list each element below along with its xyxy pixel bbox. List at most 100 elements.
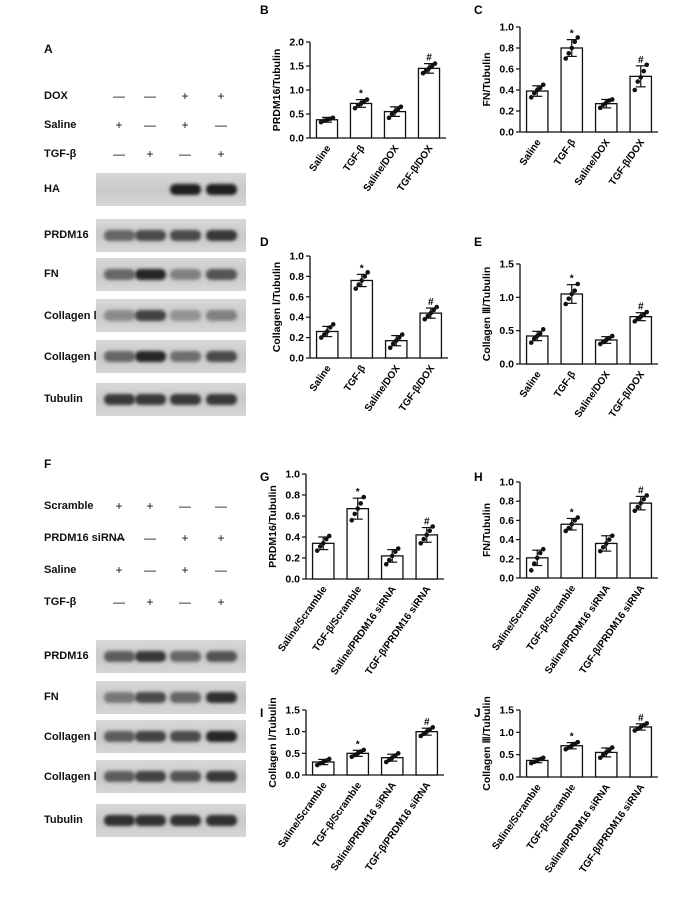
category-label: Saline/DOX (363, 363, 403, 414)
panel-letter: H (474, 470, 483, 484)
y-tick-label: 0.0 (285, 574, 300, 586)
data-point (534, 555, 540, 561)
treatment-sign: + (146, 499, 154, 513)
data-point (418, 541, 424, 546)
data-point (361, 494, 367, 500)
blot-band (135, 230, 166, 241)
bar (560, 47, 584, 133)
treatment-sign: — (113, 147, 125, 161)
blot-band (206, 310, 237, 321)
bar (629, 726, 653, 778)
blot-band (170, 771, 201, 782)
treatment-sign: + (146, 147, 154, 161)
data-point (566, 50, 572, 56)
y-tick-label: 0.5 (499, 325, 514, 337)
treatment-sign: — (144, 531, 156, 545)
data-point (393, 338, 399, 343)
panel-letter-f: F (44, 457, 52, 471)
significance-marker: # (638, 485, 644, 496)
data-point (528, 340, 534, 345)
data-point (632, 508, 638, 514)
data-point (434, 304, 440, 310)
data-point (537, 331, 543, 336)
blot-band (170, 230, 201, 241)
treatment-sign: + (115, 499, 123, 513)
blot-band (135, 394, 166, 405)
significance-marker: # (638, 55, 644, 66)
blot-label-collagen: Collagen Ⅰ (44, 310, 97, 322)
data-point (531, 561, 537, 566)
condition-label-prdm16-sirna: PRDM16 siRNA (44, 532, 125, 544)
data-point (427, 528, 433, 533)
data-point (383, 562, 389, 567)
data-point (635, 504, 641, 510)
y-tick-label: 0.0 (499, 772, 514, 784)
data-point (540, 327, 546, 332)
data-point (566, 296, 572, 301)
treatment-sign: + (115, 563, 123, 577)
data-point (606, 537, 612, 542)
treatment-sign: — (215, 563, 227, 577)
y-tick-label: 1.5 (499, 705, 514, 717)
data-point (575, 739, 581, 745)
category-label: TGF-β/PRDM16 siRNA (578, 782, 648, 875)
treatment-sign: — (144, 563, 156, 577)
y-tick-label: 0.8 (285, 490, 300, 502)
treatment-sign: + (217, 595, 225, 609)
y-tick-label: 1.0 (289, 85, 304, 97)
category-label: TGF-β/DOX (396, 143, 436, 194)
blot-label-prdm16: PRDM16 (44, 229, 89, 241)
y-tick-label: 0.0 (499, 359, 514, 371)
y-tick-label: 0.0 (289, 133, 304, 145)
y-tick-label: 2.0 (289, 37, 304, 49)
data-point (641, 496, 647, 502)
data-point (392, 549, 398, 554)
y-tick-label: 1.0 (285, 726, 300, 738)
treatment-sign: + (146, 595, 154, 609)
data-point (609, 533, 615, 539)
data-point (569, 291, 575, 297)
blot-band (206, 230, 237, 241)
blot-band (206, 731, 237, 742)
data-point (635, 79, 641, 84)
treatment-sign: + (217, 147, 225, 161)
data-point (365, 270, 371, 275)
blot-band (104, 731, 135, 742)
blot-band (170, 184, 201, 195)
panel-letter-a: A (44, 42, 53, 56)
y-tick-label: 1.0 (499, 477, 514, 489)
data-point (356, 282, 362, 287)
data-point (330, 115, 336, 121)
blot-band (104, 771, 135, 782)
blot-label-collagen: Collagen Ⅲ (44, 351, 102, 363)
y-tick-label: 0.2 (499, 553, 514, 565)
y-tick-label: 0.5 (499, 749, 514, 761)
data-point (355, 506, 361, 511)
blot-band (135, 184, 166, 195)
blot-strip (96, 299, 246, 332)
y-axis-label: Collagen Ⅲ/Tubulin (481, 696, 493, 791)
y-axis-label: FN/Tubulin (481, 503, 493, 557)
category-label: Saline/PRDM16 siRNA (543, 583, 613, 676)
y-tick-label: 1.0 (285, 469, 300, 481)
y-tick-label: 0.0 (499, 127, 514, 139)
data-point (563, 56, 569, 61)
data-point (422, 316, 428, 322)
data-point (352, 511, 358, 517)
blot-band (206, 771, 237, 782)
data-point (572, 518, 578, 523)
data-point (609, 745, 615, 750)
blot-strip (96, 804, 246, 837)
category-label: Saline (518, 369, 544, 400)
bar-chart-d: D 0.0 0.2 0.4 0.6 0.8 1.0 Collagen Ⅰ/Tubulin Sal… (260, 235, 448, 414)
significance-marker: * (356, 739, 360, 750)
y-tick-label: 0.2 (289, 332, 304, 344)
significance-marker: * (360, 263, 364, 274)
bar-chart-h: H0.00.20.40.60.81.0FN/TubulinSaline/Scra… (474, 470, 658, 676)
data-point (528, 568, 534, 573)
data-point (386, 115, 392, 121)
panel-letter: J (474, 706, 481, 720)
blot-label-collagen: Collagen Ⅰ (44, 731, 97, 743)
y-tick-label: 1.5 (289, 61, 304, 73)
